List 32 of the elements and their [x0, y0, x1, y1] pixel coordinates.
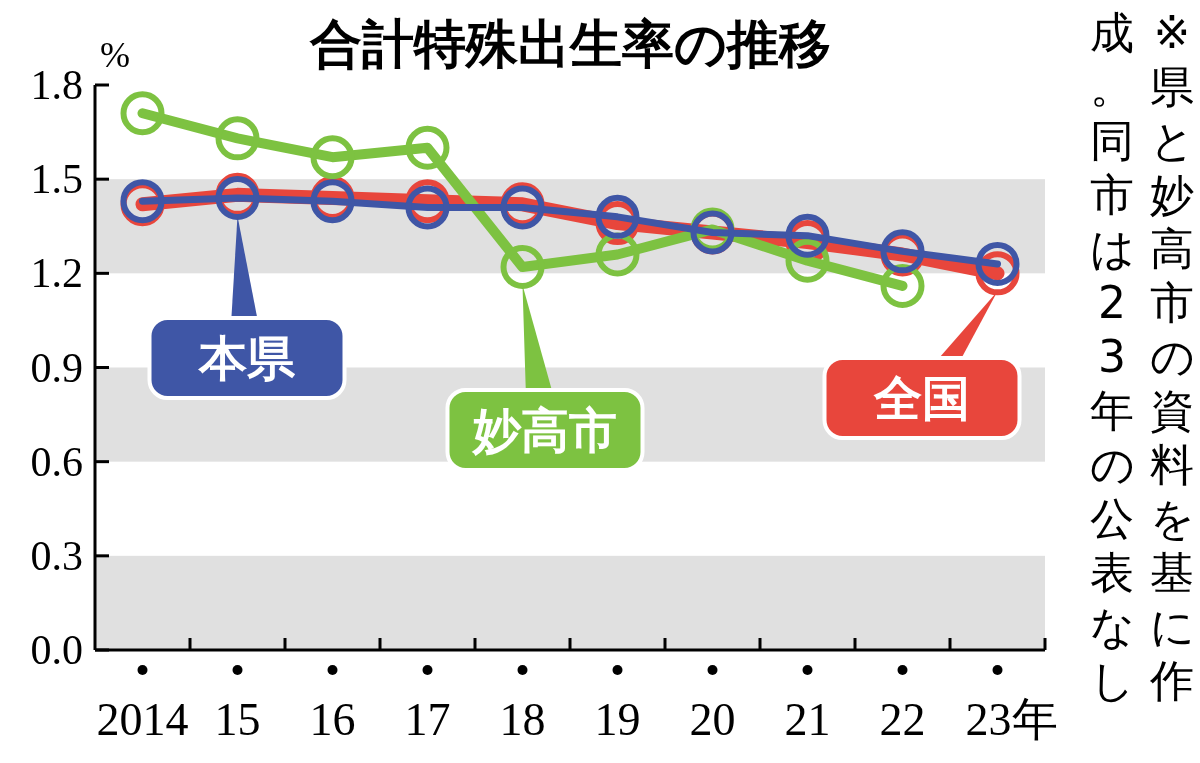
y-tick-label: 0.9 — [30, 344, 83, 391]
y-axis-title: % — [100, 35, 130, 75]
x-tick-label: 21 — [784, 694, 831, 745]
x-tick-label: 17 — [404, 694, 451, 745]
x-tick-label: 23年 — [965, 694, 1058, 745]
y-tick-label: 0.0 — [30, 627, 83, 673]
point — [975, 241, 1020, 286]
point — [215, 116, 260, 161]
x-tick-label: 19 — [594, 694, 641, 745]
x-tick-label: 18 — [499, 694, 546, 745]
point — [785, 213, 830, 258]
y-tick-label: 0.3 — [30, 532, 83, 579]
point — [500, 245, 545, 290]
text: 本県 — [198, 330, 296, 386]
point — [310, 135, 355, 180]
text: ※県と妙高市の資料を基に作成。同市は23年の公表なし — [1089, 7, 1195, 706]
series-label: 全国 — [873, 370, 970, 426]
x-tick-label: 15 — [214, 694, 261, 745]
y-tick-label: 1.2 — [30, 250, 83, 297]
x-tick-label: 20 — [689, 694, 736, 745]
point — [120, 91, 165, 136]
chart-title: 合計特殊出生率の推移 — [308, 14, 831, 74]
x-tick-label: 2014 — [96, 694, 189, 745]
y-tick-label: 1.8 — [30, 62, 83, 108]
point — [595, 194, 640, 239]
point — [405, 185, 450, 230]
x-tick-label: 22 — [879, 694, 926, 745]
y-tick-label: 0.6 — [30, 438, 83, 485]
y-tick-label: 1.5 — [30, 156, 83, 203]
x-tick-label: 16 — [309, 694, 356, 745]
point — [405, 125, 450, 170]
text: 妙高市 — [471, 402, 617, 458]
